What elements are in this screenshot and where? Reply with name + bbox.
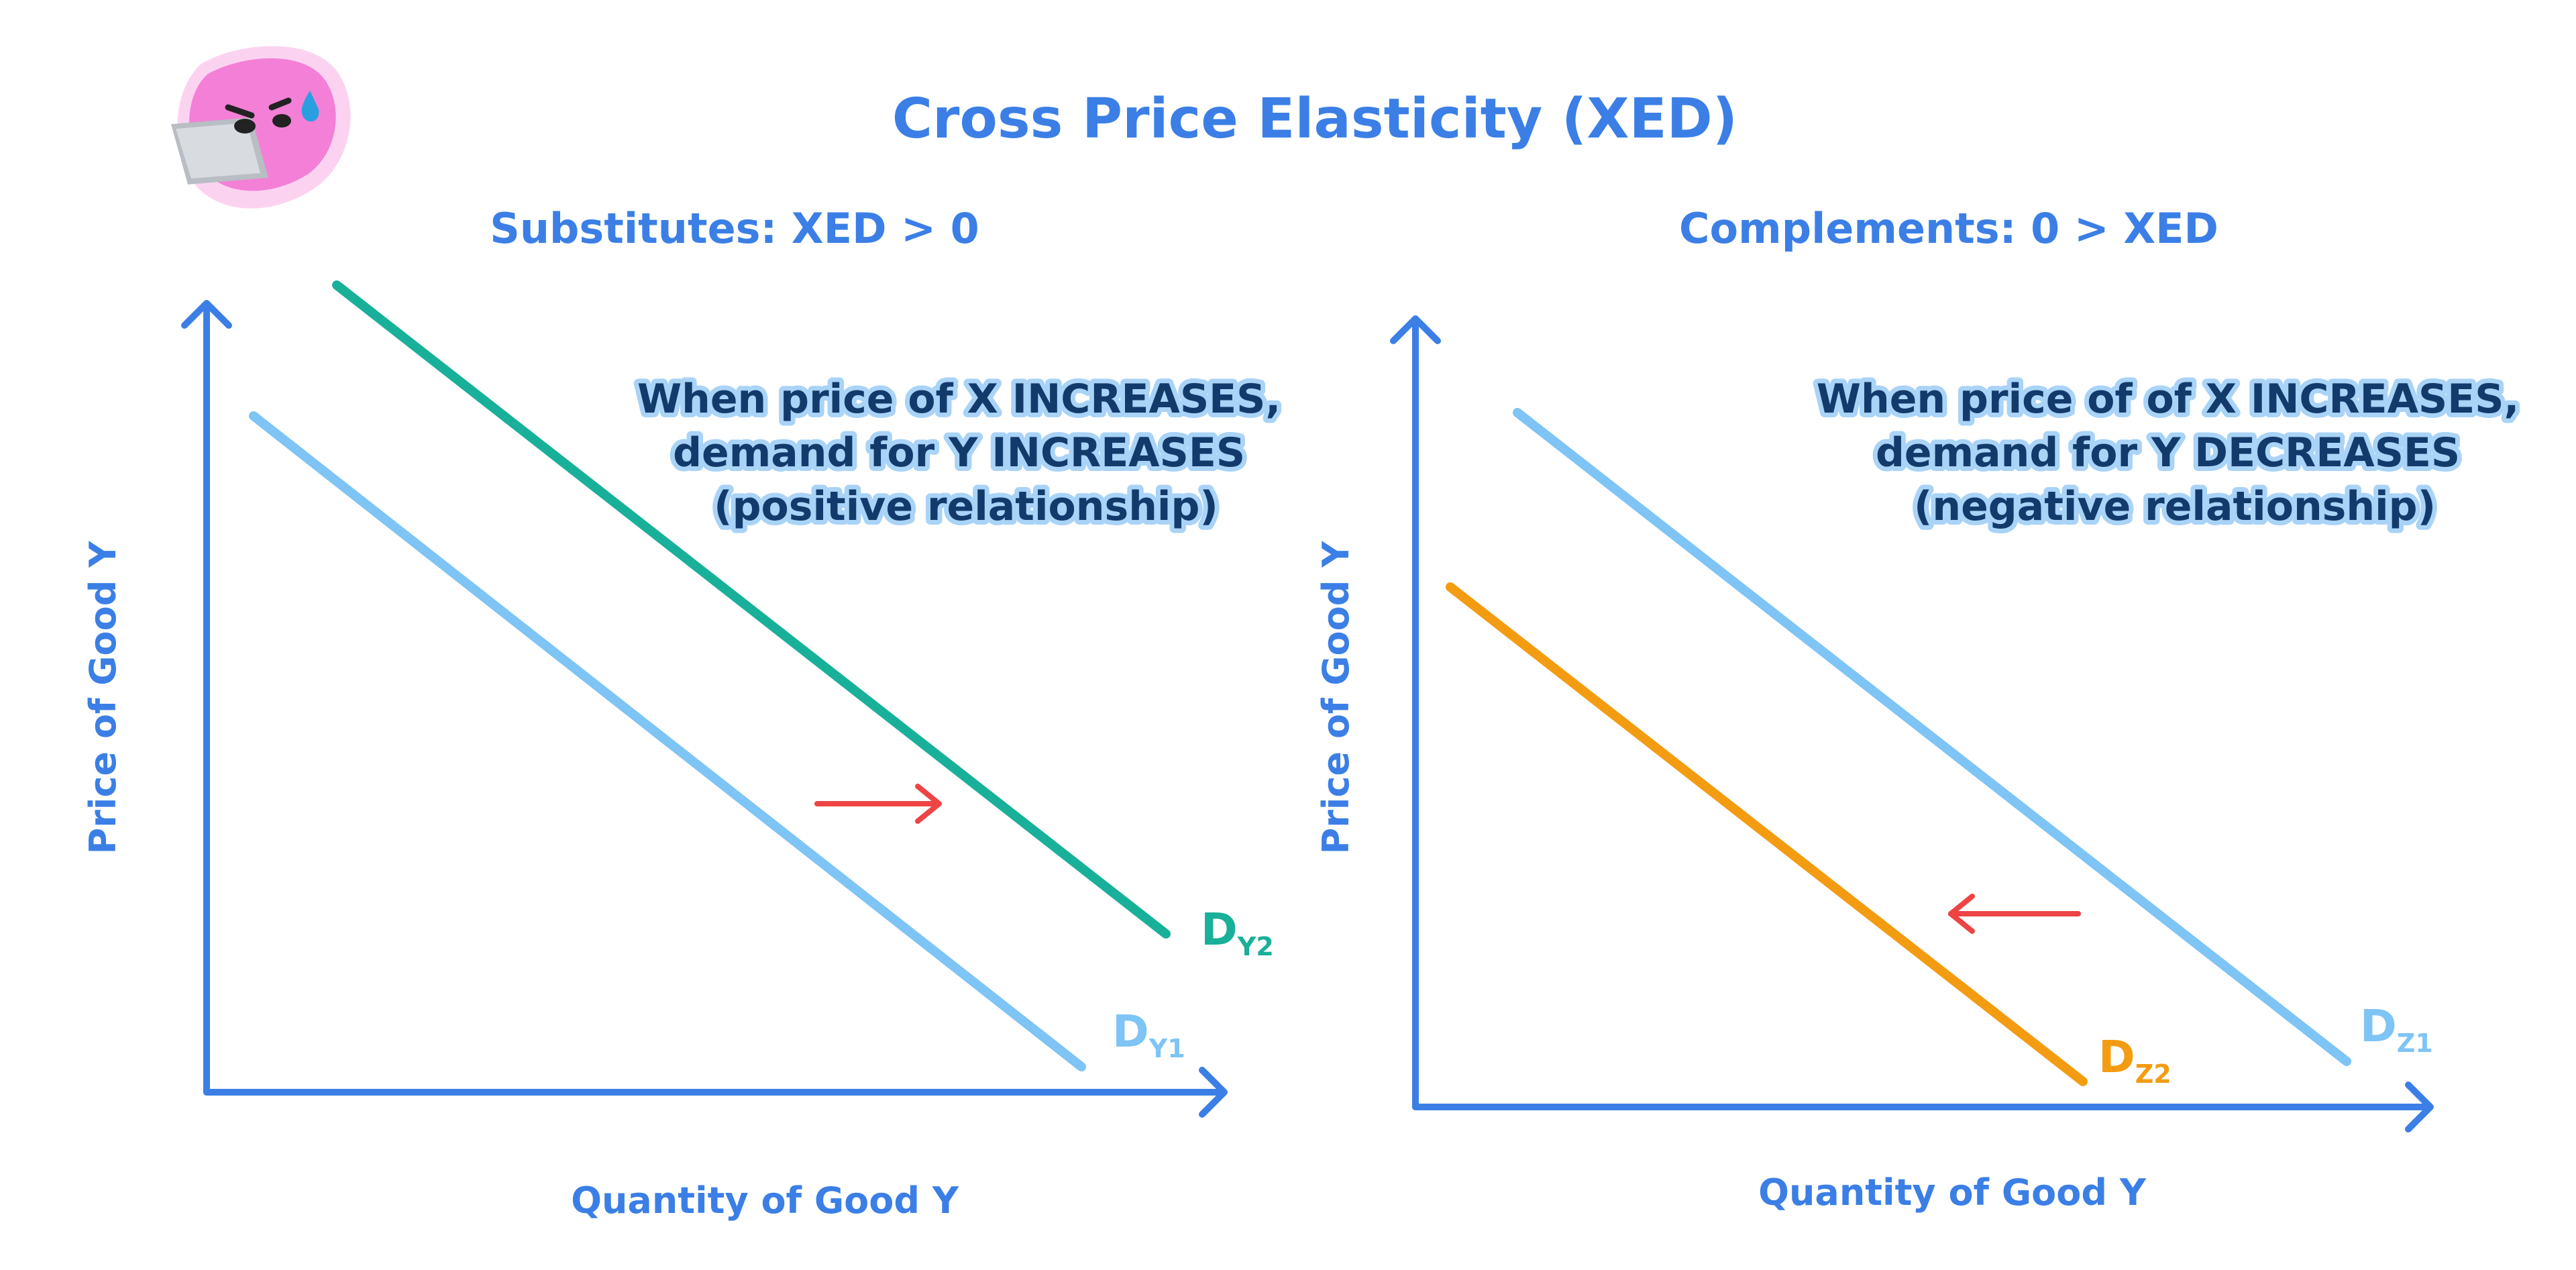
substitutes-note-line-2: demand for Y INCREASES [673, 429, 1245, 476]
substitutes-note-line-3: (positive relationship) [714, 483, 1218, 530]
label-dy2-sub: Y2 [1237, 932, 1274, 961]
right-x-axis-label: Quantity of Good Y [1758, 1171, 2147, 1214]
left-x-axis-arrowhead [1199, 1067, 1228, 1118]
complements-note-line-2: demand for Y DECREASES [1876, 429, 2460, 476]
complements-panel: Complements: 0 > XED Price of Good Y Qua… [1315, 204, 2533, 1214]
label-dz2-main: D [2098, 1031, 2135, 1083]
label-dy1-main: D [1112, 1006, 1149, 1057]
label-dy2: DY2 [1201, 904, 1274, 961]
label-dy1-sub: Y1 [1148, 1034, 1185, 1063]
label-dy2-main: D [1201, 904, 1238, 955]
complements-note-line-1: When price of of X INCREASES, [1817, 376, 2519, 423]
shift-left-arrow [1948, 894, 2081, 934]
right-axes [1390, 315, 2434, 1132]
demand-curve-dz1 [1513, 408, 2351, 1066]
shift-right-arrow [814, 784, 942, 824]
left-y-axis-label: Price of Good Y [82, 541, 124, 855]
substitutes-subtitle: Substitutes: XED > 0 [490, 204, 979, 253]
demand-curve-dy1 [249, 411, 1086, 1071]
left-y-axis-arrowhead [181, 300, 232, 329]
substitutes-note-line-1: When price of X INCREASES, [637, 376, 1281, 423]
left-axes [181, 300, 1228, 1118]
demand-curve-dy2 [332, 280, 1171, 939]
right-x-axis-arrowhead [2405, 1081, 2434, 1132]
demand-curve-dz2 [1446, 582, 2088, 1086]
right-y-axis-label: Price of Good Y [1315, 541, 1357, 855]
complements-note-line-3: (negative relationship) [1914, 483, 2436, 530]
complements-note: When price of of X INCREASES, demand for… [1817, 376, 2533, 530]
substitutes-note: When price of X INCREASES, demand for Y … [637, 376, 1295, 530]
label-dz1: DZ1 [2360, 1000, 2433, 1058]
right-y-axis-arrowhead [1390, 315, 1441, 344]
pink-blob-mascot-with-laptop-icon [171, 46, 351, 209]
label-dz2: DZ2 [2098, 1031, 2171, 1089]
label-dz1-main: D [2360, 1000, 2397, 1052]
label-dy1: DY1 [1112, 1006, 1185, 1063]
substitutes-panel: Substitutes: XED > 0 Price of Good Y Qua… [82, 204, 1295, 1222]
page-title: Cross Price Elasticity (XED) [892, 87, 1737, 151]
complements-subtitle: Complements: 0 > XED [1679, 204, 2218, 253]
left-x-axis-label: Quantity of Good Y [571, 1179, 959, 1222]
label-dz1-sub: Z1 [2397, 1028, 2433, 1058]
label-dz2-sub: Z2 [2135, 1059, 2171, 1089]
